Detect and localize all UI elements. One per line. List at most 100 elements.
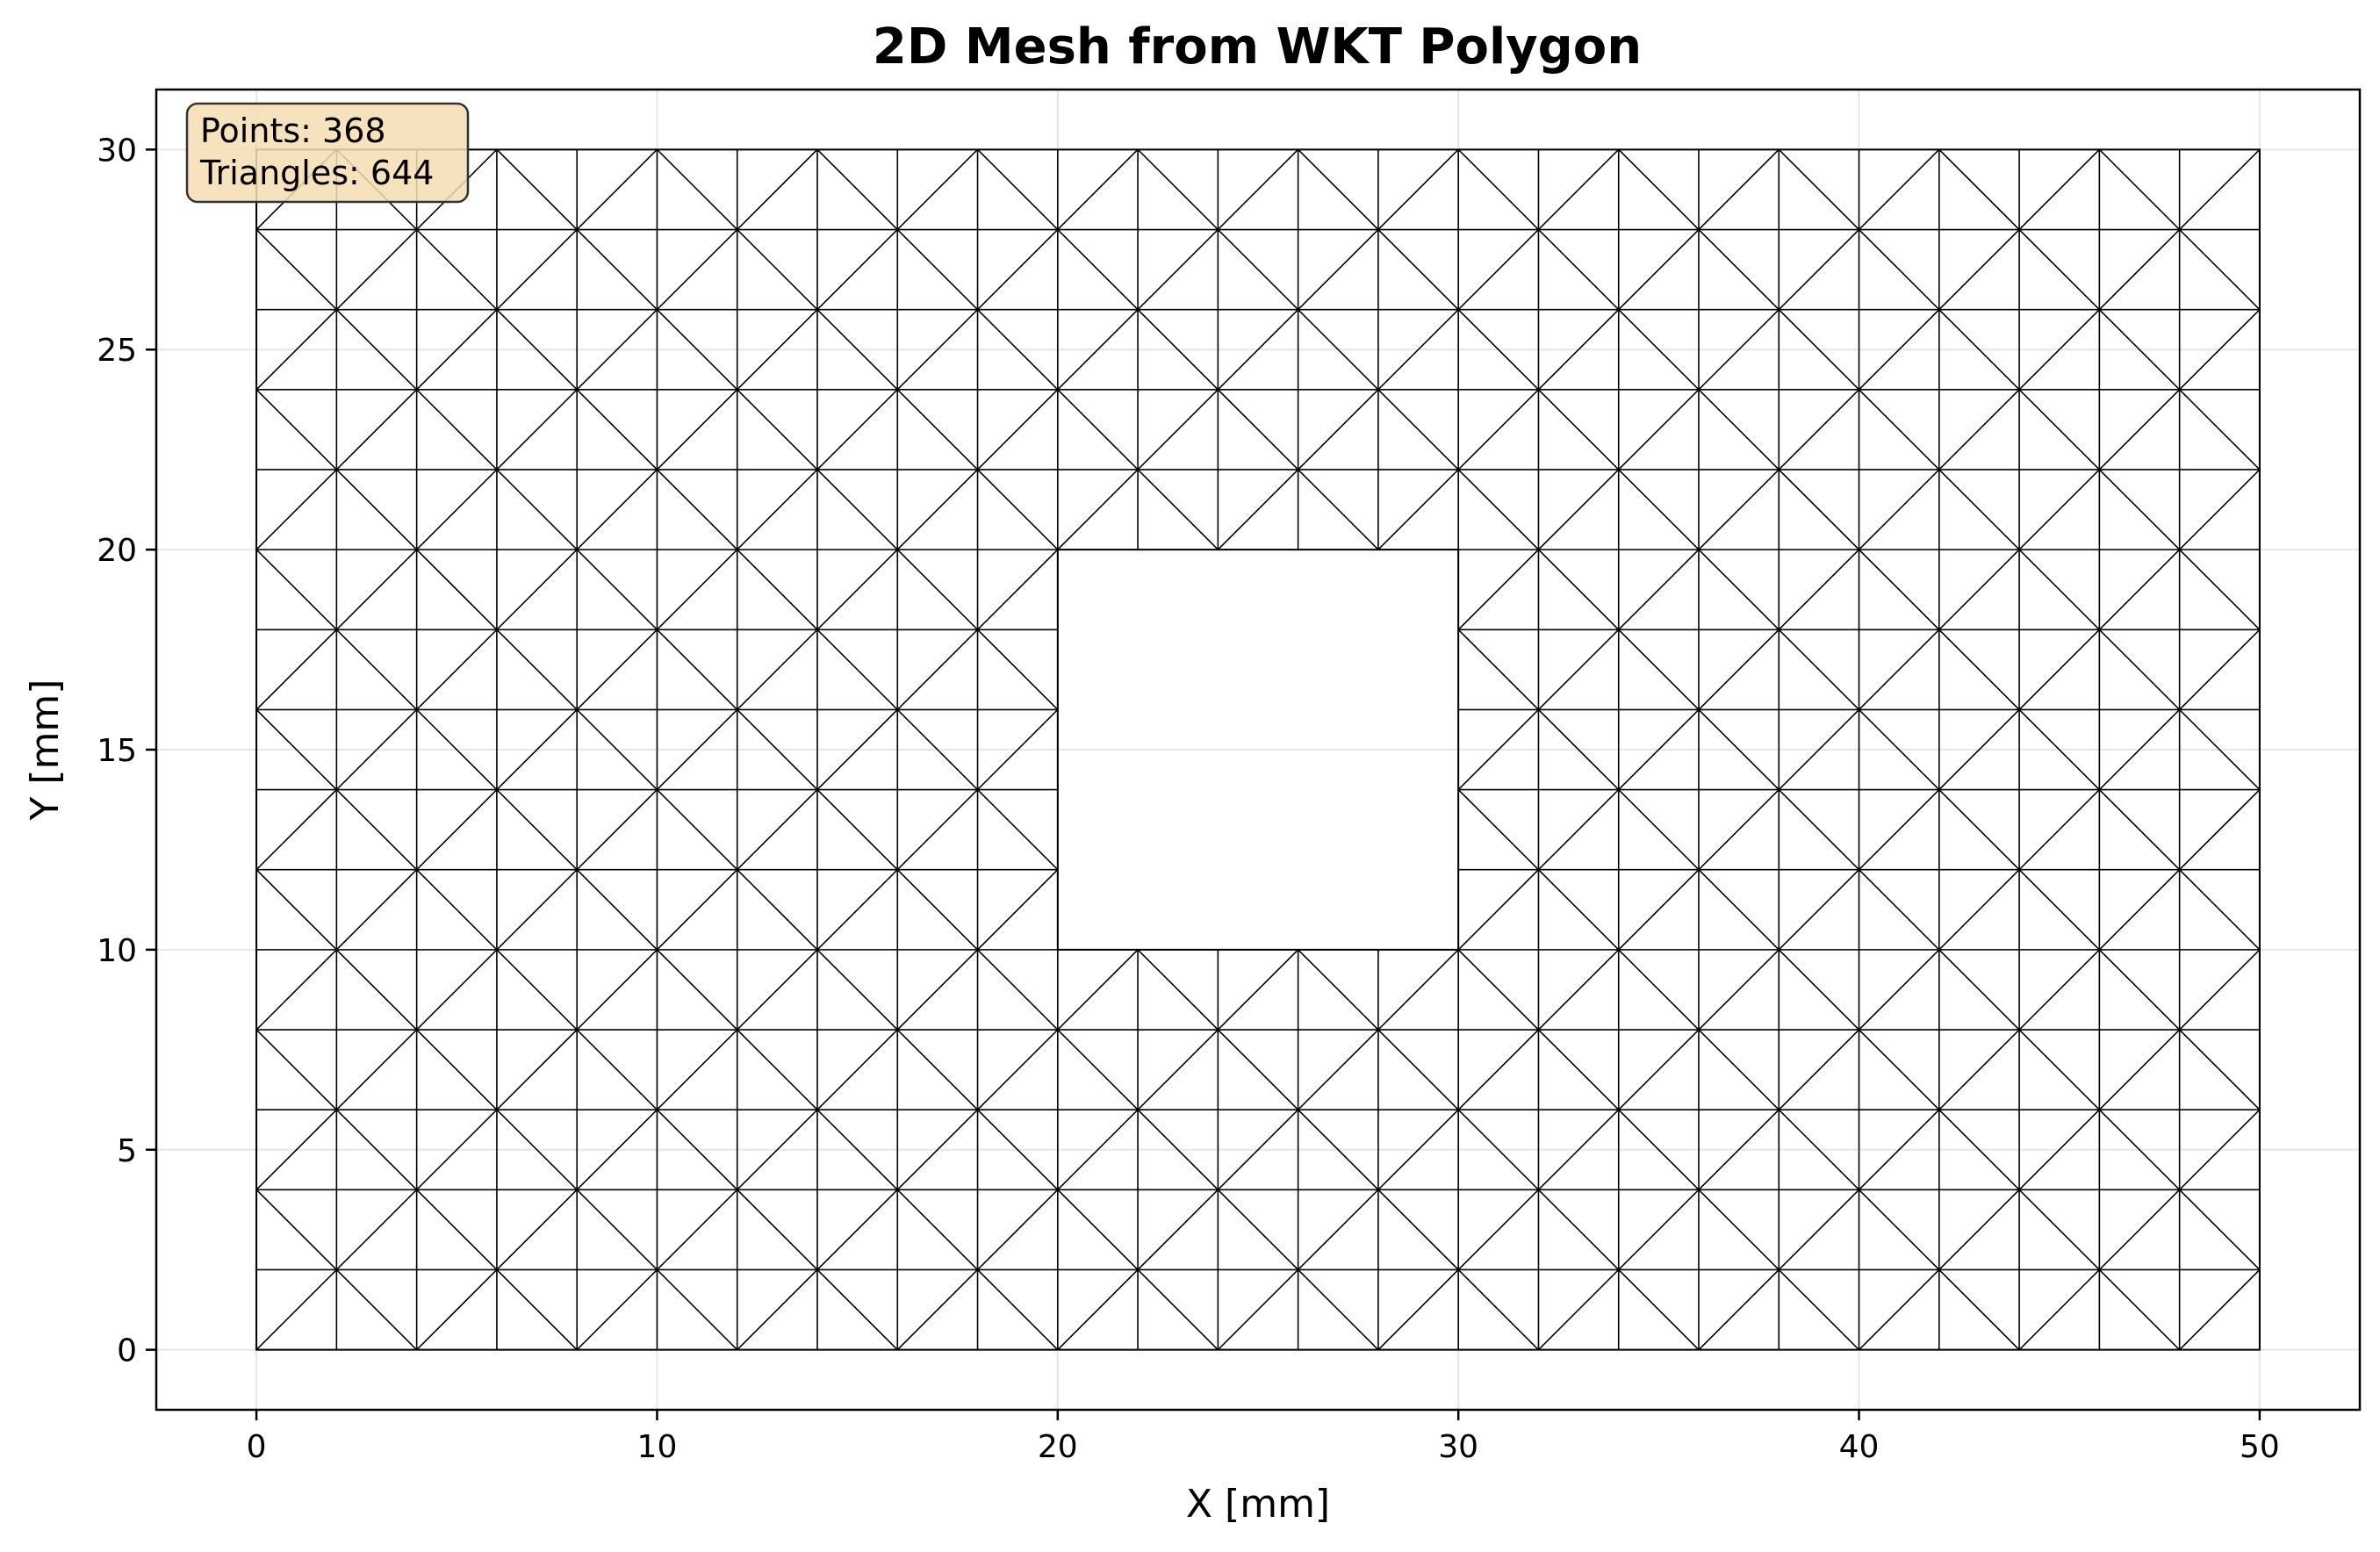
mesh-edge [1057, 1029, 1139, 1110]
mesh-edge [496, 389, 578, 471]
mesh-edge [2098, 1029, 2181, 1110]
mesh-edge [976, 1189, 1059, 1271]
mesh-edge [1698, 309, 1780, 391]
mesh-edge [1858, 708, 1940, 791]
mesh-edge [2098, 708, 2181, 791]
mesh-edge [1698, 629, 1780, 710]
mesh-edge [976, 789, 1059, 871]
mesh-edge [335, 549, 418, 630]
mesh-edge [1537, 148, 1620, 231]
mesh-edge [816, 549, 898, 630]
mesh-edge [416, 228, 498, 311]
chart-title: 2D Mesh from WKT Polygon [873, 18, 1642, 75]
mesh-edge [2179, 1189, 2261, 1271]
mesh-edge [1778, 1029, 1860, 1110]
mesh-edge [1217, 469, 1299, 550]
y-tick-label: 10 [97, 933, 137, 969]
mesh-edge [416, 389, 498, 471]
mesh-edge [576, 629, 658, 710]
mesh-edge [1778, 1189, 1860, 1271]
mesh-edge [1778, 148, 1860, 231]
mesh-edge [816, 148, 898, 231]
mesh-edge [976, 1268, 1059, 1351]
mesh-edge [335, 469, 418, 550]
mesh-edge [335, 1029, 418, 1110]
mesh-edge [2098, 789, 2181, 871]
mesh-edge [576, 1029, 658, 1110]
mesh-edge [896, 469, 979, 550]
mesh-edge [1938, 549, 2020, 630]
mesh-edge [1217, 949, 1299, 1031]
mesh-edge [1778, 469, 1860, 550]
mesh-edge [656, 148, 738, 231]
mesh-edge [2098, 1109, 2181, 1190]
mesh-edge [816, 629, 898, 710]
mesh-edge [2098, 148, 2181, 231]
mesh-edge [576, 869, 658, 951]
mesh-edge [1377, 1109, 1459, 1190]
mesh-edge [1457, 789, 1540, 871]
mesh-edge [1377, 228, 1459, 311]
mesh-edge [1298, 228, 1379, 311]
mesh-edge [2098, 549, 2181, 630]
mesh-edge [737, 1029, 818, 1110]
mesh-edge [1618, 549, 1700, 630]
mesh-edge [1217, 1109, 1299, 1190]
mesh-edge [496, 309, 578, 391]
mesh-edge [1057, 1109, 1139, 1190]
mesh-edge [1858, 309, 1940, 391]
mesh-edge [656, 1268, 738, 1351]
mesh-edge [496, 629, 578, 710]
mesh-edge [1057, 309, 1139, 391]
mesh-edge [1537, 228, 1620, 311]
mesh-edge [1698, 789, 1780, 871]
mesh-edge [816, 1109, 898, 1190]
y-tick-label: 0 [117, 1333, 137, 1369]
mesh-edge [255, 549, 337, 630]
mesh-edge [2018, 148, 2100, 231]
mesh-edge [1938, 469, 2020, 550]
mesh-edge [1938, 389, 2020, 471]
mesh-edge [1618, 1029, 1700, 1110]
plot-area: 0 10 20 30 40 50 0 5 10 15 20 25 30 [97, 88, 2362, 1465]
mesh-edge [1537, 1109, 1620, 1190]
mesh-edge [496, 1109, 578, 1190]
mesh-edge [255, 1189, 337, 1271]
mesh-edge [1537, 389, 1620, 471]
mesh-edge [737, 469, 818, 550]
mesh-edge [576, 1109, 658, 1190]
mesh-edge [496, 789, 578, 871]
mesh-edge [1698, 869, 1780, 951]
mesh-edge [1057, 389, 1139, 471]
mesh-edge [816, 1268, 898, 1351]
mesh-edge [1618, 469, 1700, 550]
mesh-edge [1858, 629, 1940, 710]
mesh-edge [1217, 1268, 1299, 1351]
mesh-edge [1457, 949, 1540, 1031]
mesh-edge [335, 1189, 418, 1271]
mesh-edge [656, 708, 738, 791]
mesh-edge [496, 1029, 578, 1110]
mesh-edge [2098, 228, 2181, 311]
mesh-edge [1457, 629, 1540, 710]
mesh-edge [1457, 1109, 1540, 1190]
mesh-edge [2018, 1268, 2100, 1351]
mesh-edge [1537, 549, 1620, 630]
mesh-edge [737, 789, 818, 871]
mesh-edge [1938, 708, 2020, 791]
mesh-edge [335, 629, 418, 710]
mesh-edge [496, 549, 578, 630]
mesh-edge [1537, 469, 1620, 550]
mesh-info-box: Points: 368 Triangles: 644 [185, 102, 470, 204]
mesh-edge [896, 1109, 979, 1190]
mesh-edge [1457, 1268, 1540, 1351]
mesh-edge [896, 789, 979, 871]
mesh-edge [1858, 549, 1940, 630]
mesh-edge [976, 148, 1059, 231]
mesh-edge [1938, 1268, 2020, 1351]
mesh-edge [335, 708, 418, 791]
mesh-edge [335, 389, 418, 471]
mesh-edge [576, 309, 658, 391]
mesh-edge [896, 629, 979, 710]
mesh-edge [816, 228, 898, 311]
